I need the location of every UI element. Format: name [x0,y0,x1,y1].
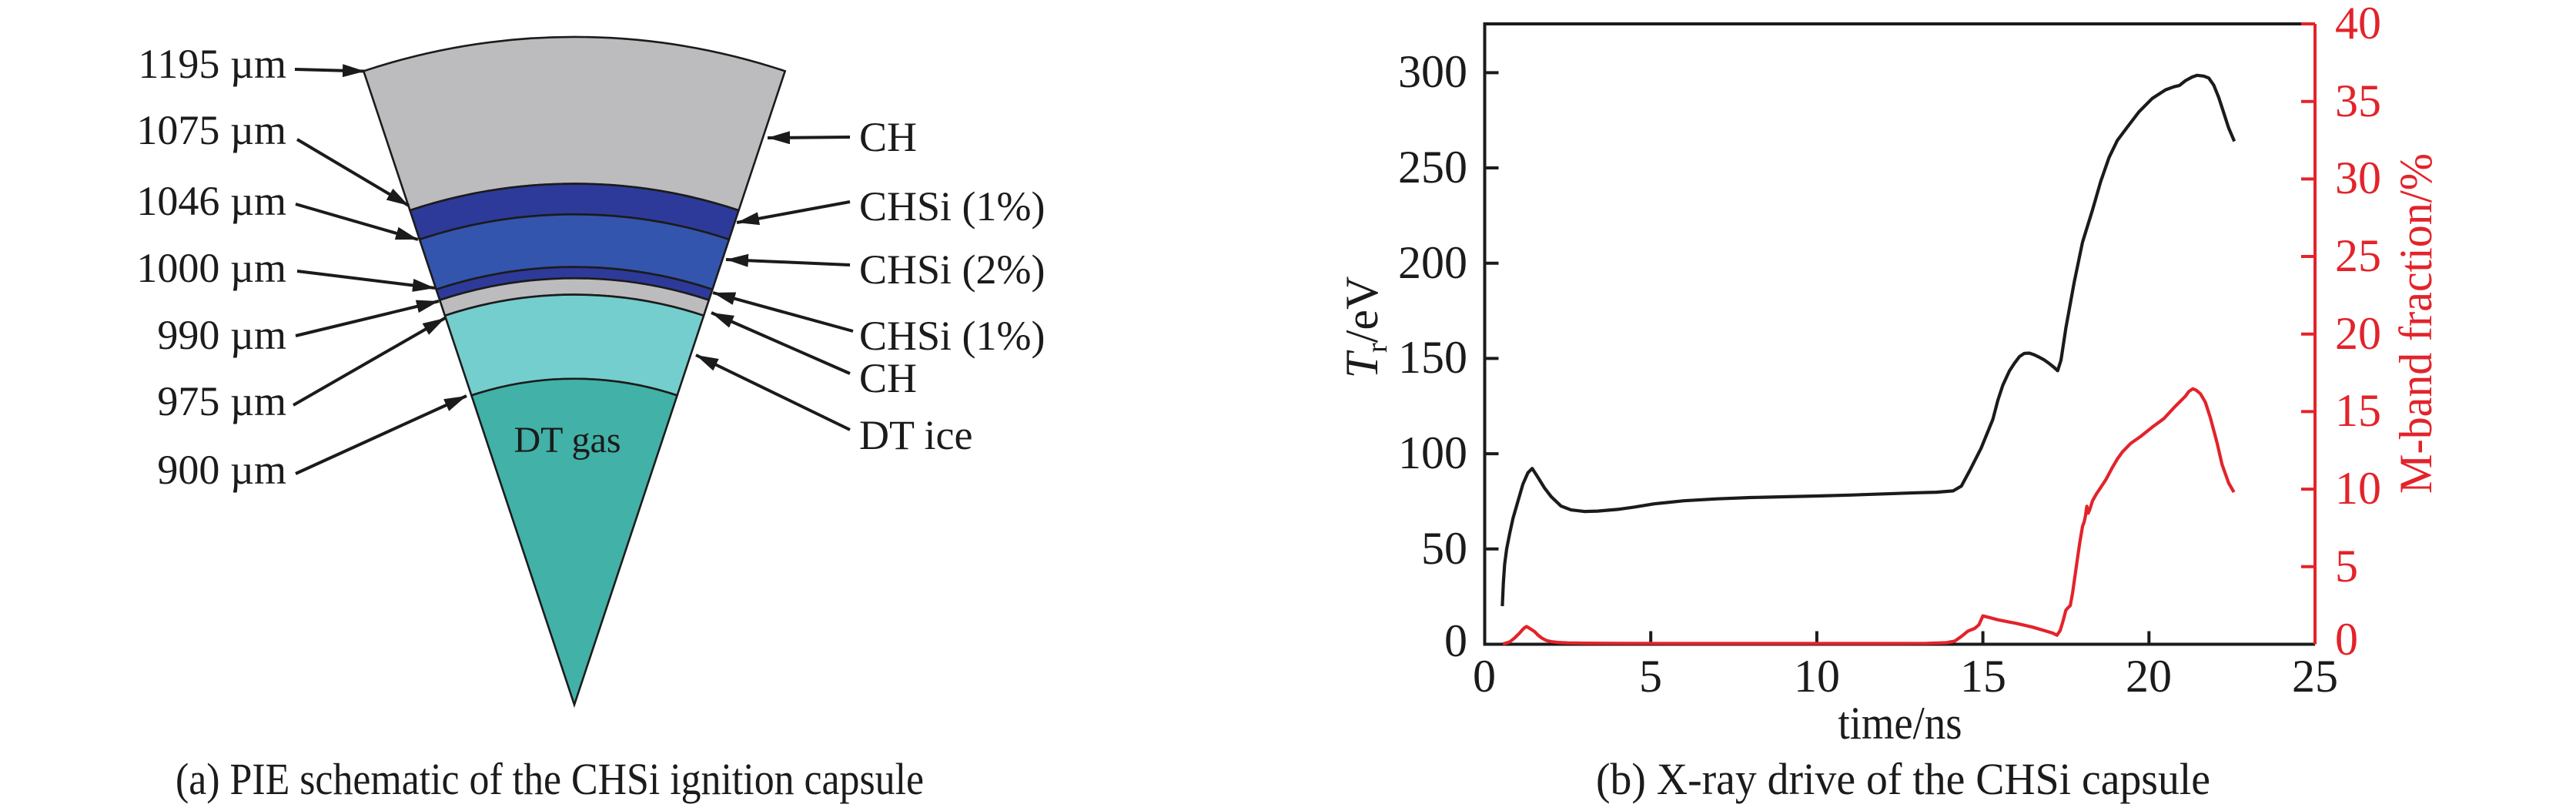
svg-text:900 µm: 900 µm [157,447,286,493]
svg-text:(b) X-ray drive of the CHSi ca: (b) X-ray drive of the CHSi capsule [1596,754,2210,804]
svg-text:10: 10 [2335,463,2381,514]
svg-text:(a) PIE schematic of the CHSi: (a) PIE schematic of the CHSi ignition c… [176,754,924,804]
svg-text:1075 µm: 1075 µm [136,107,286,153]
svg-text:DT ice: DT ice [859,412,972,458]
svg-text:1195 µm: 1195 µm [138,41,286,87]
svg-text:15: 15 [2335,385,2381,436]
svg-text:15: 15 [1960,651,2006,702]
svg-text:5: 5 [1639,651,1662,702]
svg-text:100: 100 [1398,427,1467,478]
svg-text:40: 40 [2335,0,2381,49]
svg-text:0: 0 [2335,614,2358,665]
svg-text:CHSi (1%): CHSi (1%) [859,313,1045,359]
svg-text:250: 250 [1398,142,1467,193]
svg-text:CH: CH [859,114,917,160]
svg-text:5: 5 [2335,541,2358,591]
svg-text:25: 25 [2335,230,2381,281]
svg-text:CHSi (2%): CHSi (2%) [859,246,1045,293]
svg-text:50: 50 [1421,523,1467,574]
svg-text:990 µm: 990 µm [157,312,286,358]
svg-text:0: 0 [1444,615,1467,666]
svg-text:20: 20 [2335,308,2381,359]
svg-text:Tr/eV: Tr/eV [1337,276,1393,379]
svg-text:DT gas: DT gas [514,420,621,461]
svg-text:CHSi (1%): CHSi (1%) [859,183,1045,230]
svg-text:time/ns: time/ns [1838,698,1962,749]
svg-text:300: 300 [1398,46,1467,97]
svg-text:1046 µm: 1046 µm [136,178,286,224]
svg-text:975 µm: 975 µm [157,378,286,424]
svg-text:35: 35 [2335,75,2381,126]
svg-text:20: 20 [2126,651,2172,702]
svg-text:10: 10 [1794,651,1840,702]
svg-text:0: 0 [1473,651,1496,702]
svg-text:1000 µm: 1000 µm [136,245,286,291]
svg-text:150: 150 [1398,332,1467,383]
svg-text:30: 30 [2335,152,2381,203]
svg-text:CH: CH [859,355,917,401]
svg-text:M-band fraction/%: M-band fraction/% [2390,153,2441,494]
svg-text:25: 25 [2292,651,2338,702]
svg-text:200: 200 [1398,237,1467,288]
